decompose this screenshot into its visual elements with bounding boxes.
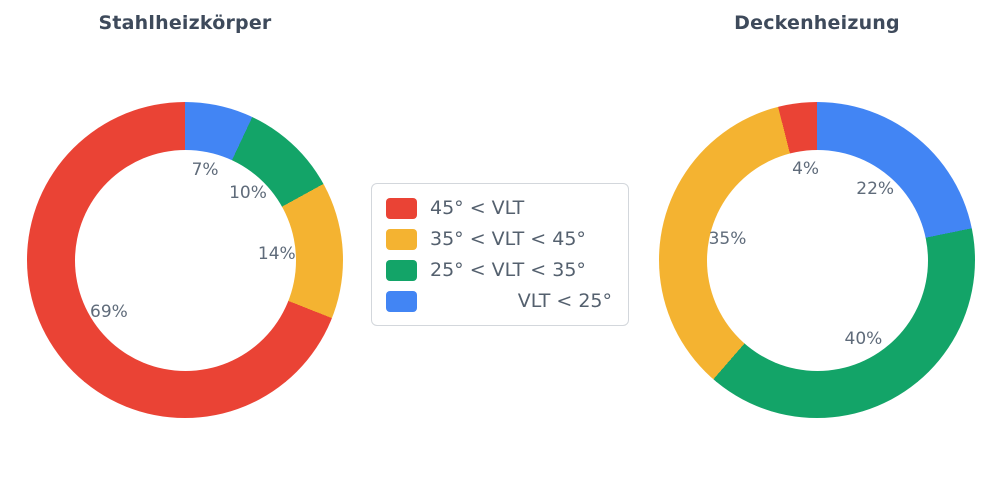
slice-value-label: 35% xyxy=(708,228,747,249)
slice-value-label: 7% xyxy=(191,160,219,181)
slice-value-label: 69% xyxy=(90,301,128,322)
legend-item[interactable]: VLT < 25° xyxy=(386,290,612,312)
slice-value-label: 14% xyxy=(257,244,296,265)
legend: 45° < VLT 35° < VLT < 45° 25° < VLT < 35° V… xyxy=(371,183,629,326)
legend-item[interactable]: 25° < VLT < 35° xyxy=(386,259,612,281)
chart-title-stahlheizkoerper: Stahlheizkörper xyxy=(98,12,272,34)
slice-value-label: 40% xyxy=(844,329,883,350)
slice-value-label: 4% xyxy=(792,158,820,179)
legend-label: 35° < VLT < 45° xyxy=(430,228,586,250)
slice-value-label: 22% xyxy=(856,178,895,199)
donut-hole xyxy=(706,149,928,371)
legend-label: 45° < VLT xyxy=(430,197,525,219)
legend-label: 25° < VLT < 35° xyxy=(430,259,586,281)
legend-item[interactable]: 45° < VLT xyxy=(386,197,612,219)
donut-chart-stahlheizkoerper: 69% 14% 10% 7% xyxy=(27,102,343,418)
red-swatch xyxy=(386,197,417,219)
legend-label: VLT < 25° xyxy=(517,290,612,312)
yellow-swatch xyxy=(386,228,417,250)
chart-title-deckenheizung: Deckenheizung xyxy=(734,12,900,34)
donut-chart-deckenheizung: 4% 35% 40% 22% xyxy=(659,102,975,418)
legend-item[interactable]: 35° < VLT < 45° xyxy=(386,228,612,250)
slice-value-label: 10% xyxy=(229,182,267,203)
donut-hole xyxy=(74,149,296,371)
green-swatch xyxy=(386,259,417,281)
blue-swatch xyxy=(386,290,417,312)
